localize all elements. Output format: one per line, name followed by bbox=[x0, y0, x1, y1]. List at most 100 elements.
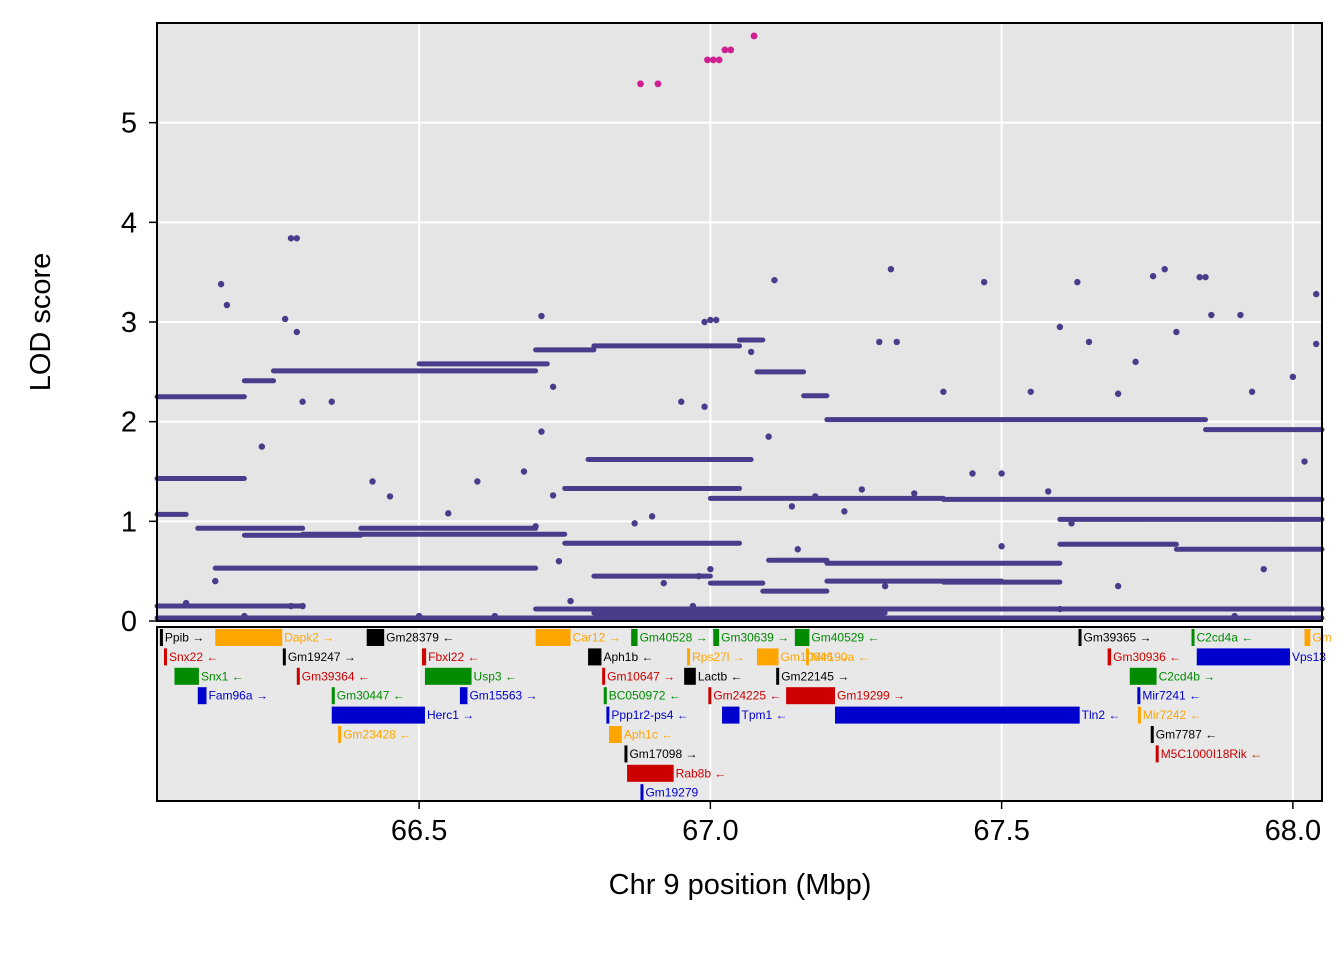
lod-point bbox=[1027, 388, 1034, 395]
gene-gm10647-label: Gm10647 → bbox=[607, 669, 675, 683]
gene-track: Ppib → Dapk2 → Gm28379 ← Car12 → Gm40528 → Gm… bbox=[159, 629, 1332, 802]
gene-mir7242-label: Mir7242 ← bbox=[1143, 708, 1202, 722]
lod-point bbox=[893, 338, 900, 346]
lod-point bbox=[940, 388, 947, 395]
peak-point bbox=[654, 80, 662, 88]
gene-gm39365-label: Gm39365 → bbox=[1084, 631, 1152, 645]
peak-point bbox=[704, 56, 711, 64]
x-tick-label: 66.5 bbox=[391, 815, 447, 847]
gene-mir7241-label: Mir7241 ← bbox=[1142, 689, 1201, 703]
lod-point bbox=[1132, 358, 1139, 366]
lod-point bbox=[532, 523, 539, 530]
lod-point bbox=[1068, 520, 1075, 527]
lod-point bbox=[328, 398, 335, 405]
lod-point bbox=[1045, 488, 1052, 495]
lod-point bbox=[415, 612, 423, 620]
gene-aph1b-label: Aph1b ← bbox=[603, 650, 653, 664]
lod-point bbox=[794, 546, 801, 553]
y-tick-label: 0 bbox=[121, 606, 137, 638]
lod-point bbox=[287, 235, 295, 242]
gene-gm40528-bar bbox=[631, 629, 638, 646]
gene-herc1-label: Herc1 → bbox=[427, 708, 474, 722]
gene-gm40529-bar bbox=[794, 629, 810, 646]
lod-point bbox=[1074, 278, 1081, 286]
y-tick-label: 2 bbox=[121, 407, 137, 439]
gene-lactb-label: Lactb ← bbox=[698, 669, 743, 683]
gene-bc050972-label: BC050972 ← bbox=[609, 689, 681, 703]
gene-gm-bar bbox=[1304, 629, 1311, 646]
x-axis-title: Chr 9 position (Mbp) bbox=[609, 869, 872, 901]
lod-point bbox=[281, 315, 289, 323]
lod-point bbox=[660, 579, 667, 587]
gene-mir190a-label: Mir190a ← bbox=[811, 650, 870, 664]
gene-gm23428-label: Gm23428 ← bbox=[343, 728, 411, 742]
lod-point bbox=[567, 597, 574, 605]
lod-point bbox=[1289, 373, 1297, 381]
gene-rps27l-label: Rps27l → bbox=[692, 650, 745, 664]
lod-point bbox=[619, 612, 627, 620]
gene-gm10647-bar bbox=[602, 667, 606, 685]
gene-gm19279-label: Gm19279 bbox=[645, 786, 698, 800]
gene-aph1c-label: Aph1c ← bbox=[624, 728, 673, 742]
lod-point bbox=[887, 265, 895, 273]
lod-point bbox=[369, 478, 376, 485]
lod-point bbox=[747, 348, 755, 356]
gene-gm30936-bar bbox=[1107, 648, 1112, 666]
lod-point bbox=[1312, 290, 1320, 298]
lod-point bbox=[765, 433, 772, 440]
gene-gm10646-bar bbox=[756, 648, 779, 666]
lod-point bbox=[1149, 272, 1157, 280]
lod-point bbox=[1231, 612, 1238, 620]
y-axis-title: LOD score bbox=[25, 253, 57, 392]
peak-point bbox=[637, 80, 644, 88]
gene-fam96a-label: Fam96a → bbox=[209, 689, 268, 703]
lod-point bbox=[1114, 582, 1122, 590]
gene-tln2-bar bbox=[835, 706, 1080, 724]
lod-point bbox=[299, 602, 306, 610]
lod-point bbox=[386, 493, 394, 500]
x-axis: 66.5 67.0 67.5 68.0 bbox=[391, 801, 1321, 847]
gene-gm19247-label: Gm19247 → bbox=[288, 650, 356, 664]
gene-gm15563-bar bbox=[459, 687, 468, 705]
gene-bc050972-bar bbox=[603, 687, 607, 705]
lod-point bbox=[1237, 311, 1244, 319]
x-tick-label: 67.5 bbox=[973, 815, 1029, 847]
gene-gm7787-bar bbox=[1150, 726, 1154, 743]
lod-point bbox=[1312, 340, 1320, 348]
lod-point bbox=[538, 428, 545, 435]
gene-dapk2-label: Dapk2 → bbox=[284, 631, 334, 645]
lod-series-bands bbox=[154, 337, 1325, 621]
gene-car12-bar bbox=[535, 629, 571, 646]
lod-point bbox=[549, 492, 557, 499]
gene-snx22-label: Snx22 ← bbox=[169, 650, 218, 664]
gene-tpm1-bar bbox=[722, 706, 740, 724]
gene-fam96a-bar bbox=[197, 687, 207, 705]
gene-ppib-label: Ppib → bbox=[165, 631, 204, 645]
lod-point bbox=[876, 338, 883, 346]
gene-ppp1r2-ps4-bar bbox=[606, 706, 610, 724]
gene-gm22145-label: Gm22145 → bbox=[781, 669, 849, 683]
gene-gm30639-bar bbox=[713, 629, 720, 646]
lod-point bbox=[980, 278, 988, 286]
lod-point bbox=[771, 276, 778, 284]
gene-gm22145-bar bbox=[776, 667, 780, 685]
lod-point bbox=[858, 486, 866, 493]
lod-point bbox=[182, 599, 190, 607]
gene-gm19247-bar bbox=[282, 648, 286, 666]
gene-gm15563-label: Gm15563 → bbox=[469, 689, 537, 703]
gene-mir7241-bar bbox=[1137, 687, 1141, 705]
gene-vps13-bar bbox=[1196, 648, 1290, 666]
y-tick-label: 4 bbox=[121, 207, 137, 239]
gene-snx1-bar bbox=[174, 667, 199, 685]
lod-point bbox=[549, 383, 557, 390]
lod-points bbox=[182, 32, 1320, 620]
lod-point bbox=[1056, 605, 1064, 613]
x-tick-label: 67.0 bbox=[682, 815, 738, 847]
lod-point bbox=[881, 582, 889, 590]
gene-mir190a-bar bbox=[805, 648, 809, 666]
gene-gm24225-bar bbox=[708, 687, 712, 705]
gene-tpm1-label: Tpm1 ← bbox=[742, 708, 788, 722]
lod-point bbox=[812, 493, 819, 500]
gene-lactb-bar bbox=[684, 667, 696, 685]
lod-point bbox=[1196, 273, 1203, 281]
